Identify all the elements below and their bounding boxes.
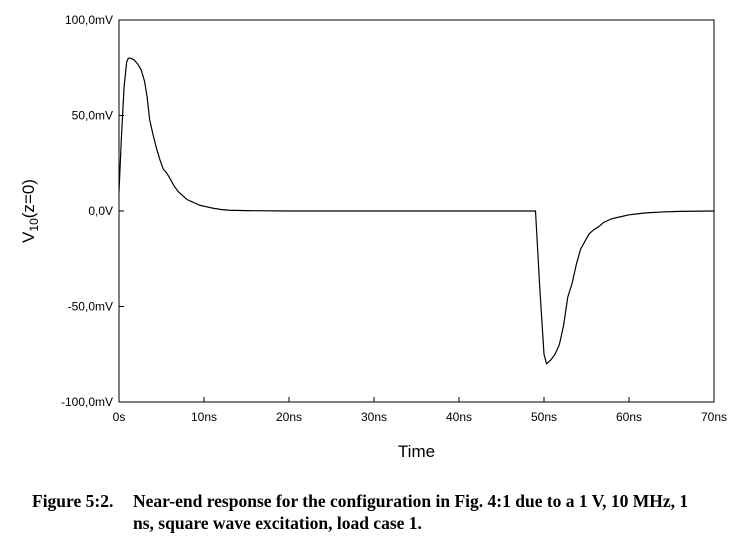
x-tick-label: 30ns: [361, 410, 387, 424]
x-axis: 0s 10ns 20ns 30ns 40ns 50ns 60ns 70ns: [113, 397, 727, 424]
y-axis-title-subscript: 10: [27, 218, 41, 232]
y-tick-label: -100,0mV: [61, 395, 113, 409]
y-tick-label: 50,0mV: [72, 109, 113, 123]
x-tick-label: 70ns: [701, 410, 727, 424]
x-tick-label: 60ns: [616, 410, 642, 424]
y-tick-label: -50,0mV: [68, 300, 113, 314]
x-tick-label: 50ns: [531, 410, 557, 424]
x-tick-label: 10ns: [191, 410, 217, 424]
y-axis: 100,0mV 50,0mV 0,0V -50,0mV -100,0mV: [61, 13, 124, 409]
y-tick-label: 0,0V: [88, 204, 113, 218]
chart: 0s 10ns 20ns 30ns 40ns 50ns 60ns 70ns 100,0mV 50…: [19, 13, 727, 461]
y-axis-title-rest: (z=0): [19, 179, 38, 218]
y-axis-title: V10(z=0): [19, 179, 41, 243]
y-axis-title-main: V: [19, 231, 38, 243]
caption-text: Near-end response for the configuration …: [133, 491, 689, 533]
series-line: [118, 57, 715, 365]
caption-label: Figure 5:2.: [32, 491, 114, 511]
x-axis-title: Time: [398, 442, 435, 461]
x-tick-label: 20ns: [276, 410, 302, 424]
y-tick-label: 100,0mV: [65, 13, 113, 27]
x-tick-label: 0s: [113, 410, 126, 424]
x-tick-label: 40ns: [446, 410, 472, 424]
